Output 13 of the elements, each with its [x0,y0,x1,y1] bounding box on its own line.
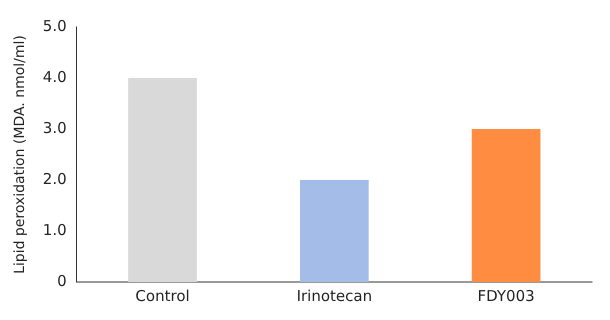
bar [300,180,369,282]
bar [472,129,540,282]
y-tick-label: 1.0 [42,220,67,239]
bar [128,78,197,282]
y-tick-label: 2.0 [42,170,67,188]
y-axis-title: Lipid peroxidation (MDA. nmol/ml) [12,35,28,274]
y-tick-label: 3.0 [42,118,67,137]
y-tick-label: 4.0 [42,68,67,86]
y-tick-label: 0 [57,272,67,290]
x-tick-label: FDY003 [478,286,535,305]
x-tick-label: Control [135,286,190,305]
x-tick-label: Irinotecan [296,286,372,305]
y-tick-label: 5.0 [42,16,67,35]
